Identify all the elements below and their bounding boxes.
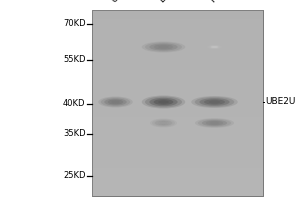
Bar (92, 70, 262, 75)
Bar (92, 117, 262, 122)
Bar (92, 135, 262, 140)
Ellipse shape (149, 98, 178, 106)
Ellipse shape (209, 100, 220, 104)
Ellipse shape (210, 122, 219, 124)
Bar (92, 33, 262, 38)
Text: 55KD: 55KD (63, 55, 86, 64)
Bar (92, 98, 262, 103)
Ellipse shape (211, 46, 218, 48)
Text: LO2: LO2 (157, 0, 176, 4)
Ellipse shape (202, 120, 227, 126)
Bar (92, 10, 262, 196)
Ellipse shape (149, 43, 178, 51)
Ellipse shape (213, 46, 216, 48)
Ellipse shape (206, 121, 223, 125)
Text: 35KD: 35KD (63, 130, 86, 139)
Ellipse shape (208, 45, 221, 49)
Bar (92, 163, 262, 168)
Ellipse shape (108, 100, 123, 104)
Bar (92, 28, 262, 33)
Ellipse shape (152, 119, 175, 127)
Ellipse shape (154, 99, 173, 105)
Bar (92, 103, 262, 108)
Ellipse shape (104, 98, 127, 106)
Bar (92, 168, 262, 173)
Ellipse shape (200, 98, 230, 106)
Ellipse shape (145, 42, 182, 52)
Ellipse shape (158, 46, 169, 48)
Bar (92, 89, 262, 94)
Bar (92, 14, 262, 19)
Ellipse shape (198, 119, 231, 127)
Bar (92, 24, 262, 29)
Ellipse shape (142, 42, 185, 52)
Bar (92, 191, 262, 196)
Text: 25KD: 25KD (63, 171, 86, 180)
Bar (92, 66, 262, 70)
Bar (92, 42, 262, 47)
Bar (92, 47, 262, 52)
Bar (92, 126, 262, 131)
Bar (92, 149, 262, 154)
Ellipse shape (155, 120, 172, 126)
Text: UBE2U: UBE2U (266, 98, 296, 106)
Ellipse shape (207, 45, 222, 49)
Ellipse shape (153, 100, 174, 104)
Ellipse shape (150, 118, 177, 128)
Bar (92, 186, 262, 191)
Bar (92, 61, 262, 66)
Ellipse shape (195, 97, 234, 107)
Text: H460: H460 (208, 0, 231, 4)
Bar (92, 38, 262, 43)
Bar (92, 112, 262, 117)
Ellipse shape (205, 122, 224, 124)
Bar (92, 154, 262, 159)
Bar (92, 173, 262, 177)
Bar (92, 131, 262, 136)
Text: 70KD: 70KD (63, 20, 86, 28)
Ellipse shape (153, 45, 174, 49)
Bar (92, 56, 262, 61)
Bar (92, 52, 262, 56)
Ellipse shape (107, 100, 124, 104)
Bar (92, 10, 262, 196)
Ellipse shape (158, 121, 169, 125)
Bar (92, 121, 262, 126)
Bar (92, 107, 262, 112)
Ellipse shape (111, 101, 120, 103)
Bar (92, 140, 262, 145)
Ellipse shape (203, 100, 226, 104)
Bar (92, 145, 262, 150)
Bar (92, 84, 262, 89)
Ellipse shape (98, 97, 133, 108)
Text: 40KD: 40KD (63, 99, 86, 108)
Ellipse shape (204, 99, 225, 105)
Ellipse shape (160, 122, 167, 124)
Bar (92, 19, 262, 24)
Bar (92, 10, 262, 15)
Ellipse shape (191, 96, 238, 108)
Bar (92, 159, 262, 163)
Ellipse shape (154, 45, 173, 49)
Bar (92, 80, 262, 84)
Bar (92, 94, 262, 98)
Text: U251: U251 (109, 0, 132, 4)
Ellipse shape (142, 96, 185, 108)
Ellipse shape (145, 96, 182, 108)
Ellipse shape (157, 122, 170, 124)
Ellipse shape (211, 46, 218, 48)
Bar (92, 75, 262, 80)
Bar (92, 182, 262, 187)
Ellipse shape (158, 100, 169, 104)
Bar (92, 177, 262, 182)
Ellipse shape (195, 118, 234, 128)
Ellipse shape (101, 97, 130, 107)
Ellipse shape (210, 45, 219, 49)
